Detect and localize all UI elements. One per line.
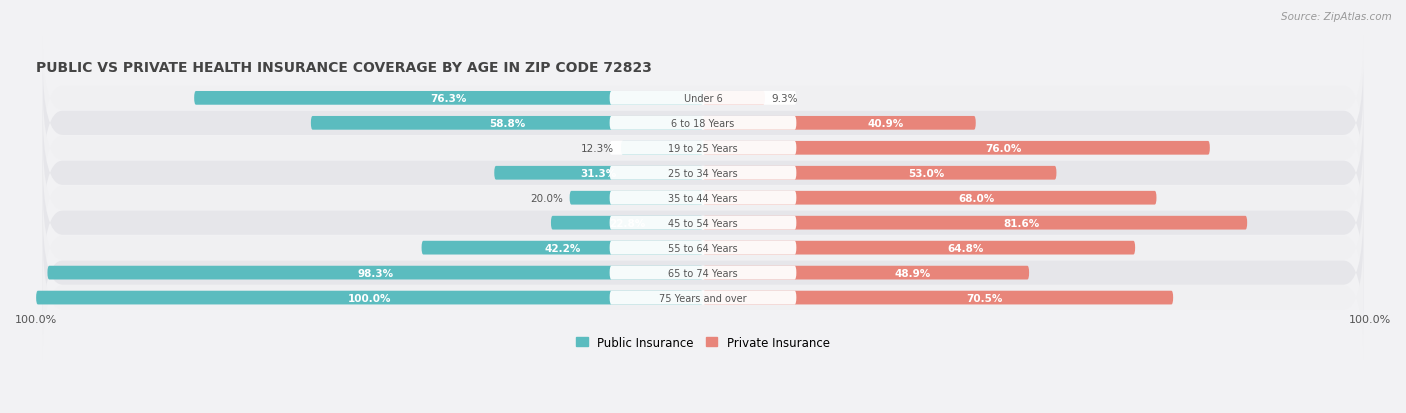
FancyBboxPatch shape [422, 241, 703, 255]
Text: 55 to 64 Years: 55 to 64 Years [668, 243, 738, 253]
FancyBboxPatch shape [610, 191, 796, 205]
FancyBboxPatch shape [610, 291, 796, 305]
FancyBboxPatch shape [703, 241, 1135, 255]
FancyBboxPatch shape [42, 61, 1364, 186]
FancyBboxPatch shape [48, 266, 703, 280]
Text: PUBLIC VS PRIVATE HEALTH INSURANCE COVERAGE BY AGE IN ZIP CODE 72823: PUBLIC VS PRIVATE HEALTH INSURANCE COVER… [37, 62, 652, 75]
FancyBboxPatch shape [42, 111, 1364, 236]
FancyBboxPatch shape [42, 235, 1364, 361]
FancyBboxPatch shape [42, 210, 1364, 336]
FancyBboxPatch shape [610, 92, 796, 105]
FancyBboxPatch shape [703, 117, 976, 131]
FancyBboxPatch shape [42, 185, 1364, 311]
FancyBboxPatch shape [569, 191, 703, 205]
Text: 98.3%: 98.3% [357, 268, 394, 278]
Text: 76.3%: 76.3% [430, 94, 467, 104]
FancyBboxPatch shape [703, 92, 765, 105]
Text: Source: ZipAtlas.com: Source: ZipAtlas.com [1281, 12, 1392, 22]
Text: 75 Years and over: 75 Years and over [659, 293, 747, 303]
Text: 48.9%: 48.9% [894, 268, 931, 278]
FancyBboxPatch shape [194, 92, 703, 105]
Text: 81.6%: 81.6% [1004, 218, 1040, 228]
Text: 100.0%: 100.0% [347, 293, 391, 303]
Text: 20.0%: 20.0% [530, 193, 562, 203]
Text: 68.0%: 68.0% [959, 193, 994, 203]
FancyBboxPatch shape [42, 161, 1364, 286]
FancyBboxPatch shape [42, 135, 1364, 261]
FancyBboxPatch shape [703, 291, 1173, 305]
Text: 31.3%: 31.3% [581, 169, 617, 178]
FancyBboxPatch shape [37, 291, 703, 305]
Text: 25 to 34 Years: 25 to 34 Years [668, 169, 738, 178]
Text: 42.2%: 42.2% [544, 243, 581, 253]
FancyBboxPatch shape [610, 241, 796, 255]
Text: 53.0%: 53.0% [908, 169, 945, 178]
FancyBboxPatch shape [703, 216, 1247, 230]
Text: 40.9%: 40.9% [868, 119, 904, 128]
Text: 70.5%: 70.5% [966, 293, 1002, 303]
FancyBboxPatch shape [610, 266, 796, 280]
Text: 9.3%: 9.3% [772, 94, 799, 104]
FancyBboxPatch shape [551, 216, 703, 230]
FancyBboxPatch shape [610, 142, 796, 155]
Text: 76.0%: 76.0% [986, 143, 1021, 153]
FancyBboxPatch shape [703, 266, 1029, 280]
Text: 65 to 74 Years: 65 to 74 Years [668, 268, 738, 278]
Text: 19 to 25 Years: 19 to 25 Years [668, 143, 738, 153]
FancyBboxPatch shape [621, 142, 703, 155]
FancyBboxPatch shape [311, 117, 703, 131]
Text: Under 6: Under 6 [683, 94, 723, 104]
Text: 22.8%: 22.8% [609, 218, 645, 228]
Text: 64.8%: 64.8% [948, 243, 984, 253]
FancyBboxPatch shape [703, 142, 1209, 155]
Text: 45 to 54 Years: 45 to 54 Years [668, 218, 738, 228]
FancyBboxPatch shape [495, 166, 703, 180]
Text: 58.8%: 58.8% [489, 119, 524, 128]
Text: 12.3%: 12.3% [581, 143, 614, 153]
Text: 6 to 18 Years: 6 to 18 Years [672, 119, 734, 128]
Legend: Public Insurance, Private Insurance: Public Insurance, Private Insurance [571, 331, 835, 354]
FancyBboxPatch shape [42, 36, 1364, 161]
FancyBboxPatch shape [610, 117, 796, 131]
FancyBboxPatch shape [610, 166, 796, 180]
FancyBboxPatch shape [703, 191, 1157, 205]
FancyBboxPatch shape [610, 216, 796, 230]
FancyBboxPatch shape [703, 166, 1056, 180]
FancyBboxPatch shape [42, 86, 1364, 211]
Text: 35 to 44 Years: 35 to 44 Years [668, 193, 738, 203]
